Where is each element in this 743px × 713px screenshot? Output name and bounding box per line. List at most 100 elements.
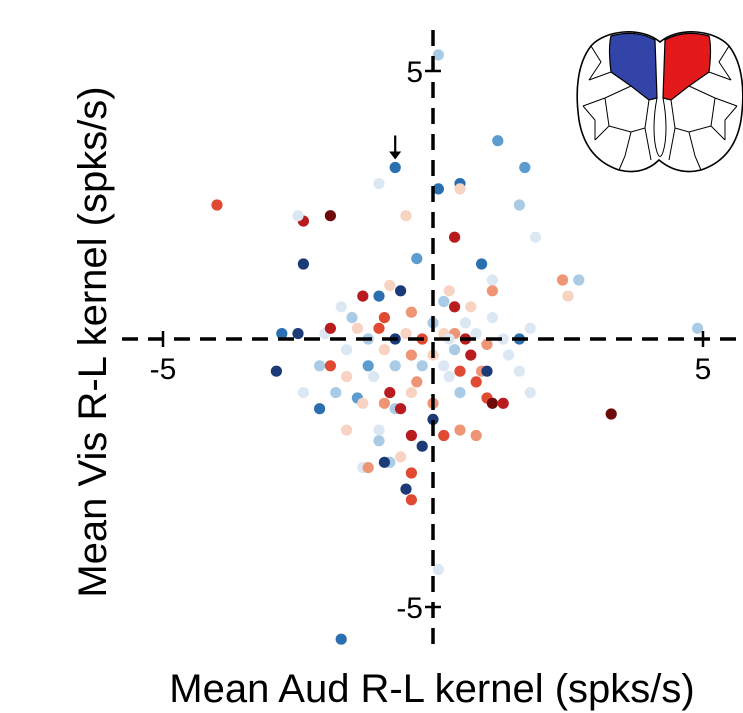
data-point-49 — [497, 333, 509, 345]
data-point-0 — [432, 49, 444, 61]
data-point-27 — [373, 290, 385, 302]
data-point-51 — [524, 322, 536, 334]
data-point-111 — [378, 456, 390, 468]
data-point-114 — [405, 467, 417, 479]
data-point-91 — [378, 397, 390, 409]
data-point-14 — [449, 231, 461, 243]
arrow-annotation — [389, 135, 402, 160]
data-point-103 — [454, 424, 466, 436]
data-point-25 — [443, 285, 455, 297]
data-point-109 — [395, 451, 407, 463]
data-point-89 — [524, 387, 536, 399]
brain-inset-icon — [576, 31, 743, 173]
data-point-39 — [276, 328, 288, 340]
data-point-44 — [373, 322, 385, 334]
data-point-99 — [427, 413, 439, 425]
data-point-75 — [513, 365, 526, 377]
data-point-104 — [405, 429, 417, 442]
data-point-90 — [357, 397, 369, 409]
data-point-72 — [454, 365, 466, 377]
brain-right-region — [662, 32, 712, 101]
data-point-22 — [562, 290, 574, 302]
data-point-76 — [270, 365, 282, 377]
data-point-20 — [557, 274, 569, 286]
data-point-19 — [486, 274, 498, 286]
data-point-60 — [378, 344, 390, 356]
data-point-67 — [438, 360, 450, 372]
data-point-61 — [405, 349, 417, 361]
data-point-33 — [335, 301, 347, 313]
data-point-32 — [378, 312, 390, 324]
data-point-48 — [470, 328, 482, 340]
data-point-101 — [341, 424, 353, 436]
data-point-118 — [432, 563, 444, 576]
data-point-12 — [292, 210, 304, 222]
data-point-66 — [416, 360, 428, 372]
data-point-40 — [292, 328, 304, 340]
data-point-28 — [395, 285, 407, 297]
data-point-106 — [470, 429, 482, 442]
data-point-97 — [497, 397, 509, 409]
data-point-8 — [373, 178, 385, 190]
data-point-77 — [341, 370, 353, 383]
arrow-head-icon — [389, 151, 402, 160]
data-point-85 — [384, 387, 396, 399]
data-point-24 — [384, 279, 396, 291]
brain-outline — [576, 31, 743, 173]
data-point-117 — [405, 494, 417, 506]
brain-area-borders — [582, 45, 738, 171]
data-point-58 — [481, 338, 493, 350]
data-point-30 — [449, 301, 461, 313]
data-point-16 — [297, 258, 309, 270]
data-point-43 — [351, 322, 363, 334]
data-point-65 — [503, 349, 515, 361]
points-layer — [211, 49, 704, 645]
y-tick-label-neg5: -5 — [396, 592, 423, 625]
data-point-38 — [486, 312, 498, 324]
data-point-18 — [476, 258, 488, 270]
data-point-100 — [605, 408, 617, 420]
data-point-87 — [454, 387, 466, 399]
data-point-108 — [416, 440, 428, 452]
data-point-78 — [368, 370, 380, 383]
data-point-15 — [530, 231, 542, 243]
data-point-105 — [438, 429, 450, 442]
data-point-7 — [513, 199, 526, 211]
data-point-35 — [405, 306, 417, 318]
data-point-59 — [341, 344, 353, 356]
data-point-79 — [411, 376, 423, 388]
data-point-98 — [395, 403, 407, 415]
data-point-81 — [470, 376, 482, 388]
data-point-113 — [362, 462, 374, 474]
data-point-92 — [486, 397, 498, 409]
x-axis-title: Mean Aud R-L kernel (spks/s) — [169, 667, 694, 711]
x-tick-label-neg5: -5 — [150, 353, 177, 386]
data-point-37 — [459, 317, 471, 329]
data-point-70 — [362, 360, 374, 372]
x-tick-label-5: 5 — [695, 353, 712, 386]
data-point-107 — [373, 435, 385, 447]
brain-left-region — [608, 32, 658, 101]
ticks-layer — [161, 69, 705, 609]
data-point-69 — [324, 360, 336, 372]
data-point-83 — [330, 387, 342, 399]
data-point-31 — [465, 301, 477, 313]
data-point-68 — [314, 360, 326, 372]
data-point-1 — [492, 135, 504, 147]
y-tick-label-5: 5 — [406, 56, 423, 89]
data-point-102 — [373, 424, 385, 436]
data-point-42 — [324, 322, 336, 334]
data-point-64 — [465, 349, 477, 361]
data-point-119 — [335, 633, 347, 645]
data-point-11 — [324, 210, 336, 222]
data-point-82 — [297, 387, 309, 399]
data-point-71 — [389, 360, 401, 372]
data-point-34 — [346, 312, 358, 324]
data-point-52 — [692, 322, 704, 334]
data-point-2 — [389, 161, 401, 174]
data-point-45 — [400, 328, 412, 340]
data-point-94 — [314, 403, 326, 415]
data-point-86 — [405, 387, 417, 399]
